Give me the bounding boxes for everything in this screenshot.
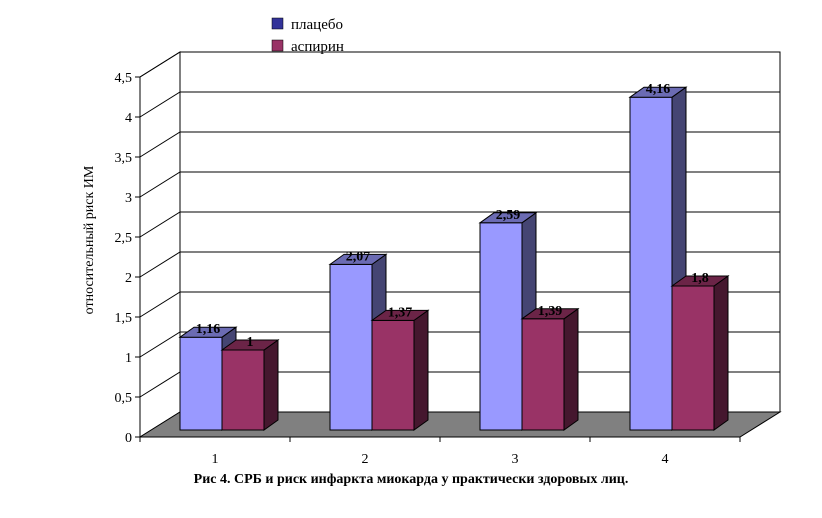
bar-front	[629, 96, 673, 431]
legend-swatch	[271, 39, 284, 52]
legend-label: плацебо	[291, 17, 343, 33]
bar-side	[713, 275, 729, 431]
tick-labels: 0 0,5 1 1,5 2 2,5 3 3,5 4 4,5 1 2 3 4	[115, 71, 669, 467]
x-tick-label: 4	[662, 452, 669, 467]
bar-top	[328, 253, 388, 265]
bar-front	[671, 285, 715, 431]
gridline	[139, 131, 780, 158]
gridline	[139, 331, 780, 358]
y-tick-label: 1,5	[115, 311, 133, 326]
x-tick-label: 3	[512, 452, 519, 467]
y-tick-label: 4	[125, 111, 132, 126]
gridline	[139, 51, 780, 78]
bar-aspirin-2	[370, 309, 430, 431]
data-label: 4,16	[646, 82, 671, 97]
bar-aspirin-1	[220, 339, 280, 431]
y-tick-label: 2	[125, 271, 132, 286]
bar-front	[329, 263, 373, 431]
data-label: 2,07	[346, 249, 371, 264]
bars	[178, 86, 730, 431]
bar-chart: 0 0,5 1 1,5 2 2,5 3 3,5 4 4,5 1 2 3 4 1,16 1 2,07 1,37 2,…	[82, 17, 782, 467]
side-wall	[139, 51, 181, 438]
gridline	[139, 91, 780, 118]
legend: плацебо аспирин	[271, 17, 344, 55]
gridlines	[139, 51, 780, 398]
bar-top	[370, 309, 430, 321]
x-tick-label: 2	[362, 452, 369, 467]
bar-top	[628, 86, 688, 98]
legend-swatch	[271, 17, 284, 30]
bar-top	[178, 326, 238, 338]
legend-label: аспирин	[291, 39, 344, 55]
y-tick-label: 3,5	[115, 151, 133, 166]
bar-top	[220, 339, 280, 351]
data-label: 2,59	[496, 208, 521, 223]
bar-front	[479, 222, 523, 431]
y-tick-label: 0,5	[115, 391, 133, 406]
bar-front	[179, 336, 223, 431]
y-tick-label: 2,5	[115, 231, 133, 246]
gridline	[139, 291, 780, 318]
data-label: 1,39	[538, 304, 563, 319]
x-tick-label: 1	[212, 452, 219, 467]
y-tick-label: 3	[125, 191, 132, 206]
y-tick-label: 0	[125, 431, 132, 446]
bar-front	[221, 349, 265, 431]
bar-side	[263, 339, 279, 431]
bar-top	[670, 275, 730, 287]
data-labels: 1,16 1 2,07 1,37 2,59 1,39 4,16 1,8	[196, 82, 709, 350]
y-axis-label: относительный риск ИМ	[82, 165, 97, 314]
bar-top	[478, 212, 538, 224]
gridline	[139, 211, 780, 238]
gridline	[139, 171, 780, 198]
y-tick-label: 1	[125, 351, 132, 366]
data-label: 1,16	[196, 322, 221, 337]
axes	[135, 76, 741, 442]
bar-aspirin-3	[520, 307, 580, 431]
gridline	[139, 251, 780, 278]
y-tick-label: 4,5	[115, 71, 133, 86]
bar-front	[521, 318, 565, 431]
figure-caption: Рис 4. СРБ и риск инфаркта миокарда у пр…	[193, 472, 629, 487]
bar-aspirin-4	[670, 275, 730, 431]
bar-front	[371, 319, 415, 431]
bar-side	[563, 307, 579, 431]
data-label: 1,8	[691, 271, 709, 286]
bar-top	[520, 308, 580, 320]
bar-side	[413, 309, 429, 431]
data-label: 1	[247, 335, 254, 350]
data-label: 1,37	[388, 305, 413, 320]
